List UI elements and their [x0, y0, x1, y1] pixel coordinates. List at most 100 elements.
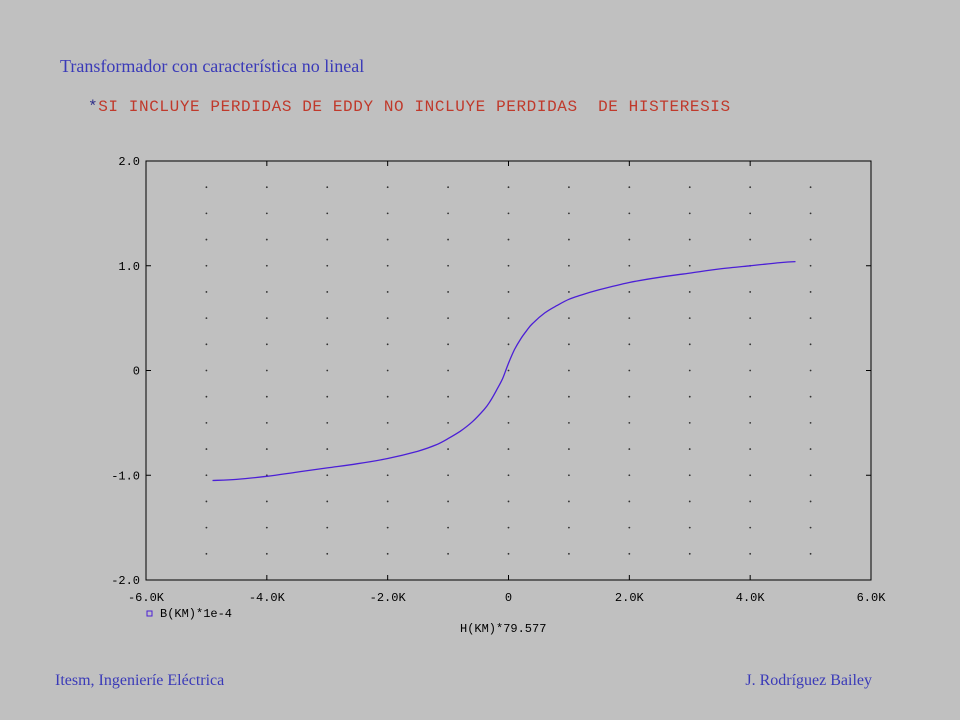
grid-dot: [205, 369, 208, 372]
grid-dot: [688, 500, 691, 503]
grid-dot: [749, 343, 752, 346]
x-axis: -6.0K -4.0K -2.0K 0 2.0K 4.0K 6.0K: [128, 161, 886, 605]
grid-dot: [326, 421, 329, 424]
x-tick-label: 4.0K: [736, 591, 766, 605]
grid-dot: [749, 448, 752, 450]
grid-dot: [749, 421, 752, 424]
grid-dot: [809, 526, 812, 529]
grid-dot: [688, 369, 691, 372]
y-tick-label: 1.0: [118, 260, 140, 274]
grid-dot: [386, 238, 389, 241]
grid-dot: [265, 369, 268, 372]
grid-dot: [628, 526, 631, 529]
grid-dot: [749, 212, 752, 215]
grid-dot: [809, 317, 812, 320]
grid-dot: [507, 395, 510, 398]
chart-title: Transformador con característica no line…: [60, 56, 365, 76]
grid-dot: [628, 317, 631, 320]
grid-dot: [265, 500, 268, 503]
grid-dot: [749, 238, 752, 241]
y-tick-label: -2.0: [111, 574, 140, 588]
grid-dot: [265, 421, 268, 424]
grid-dot: [386, 186, 389, 189]
grid-dot: [386, 317, 389, 320]
grid-dot: [507, 343, 510, 346]
grid-dot: [265, 526, 268, 529]
grid-dot: [447, 317, 449, 320]
grid-dot: [265, 291, 268, 293]
grid-dot: [809, 500, 812, 503]
grid-dot: [507, 212, 510, 215]
grid-dot: [749, 186, 752, 189]
grid-dot: [326, 186, 329, 189]
subtitle-text: SI INCLUYE PERDIDAS DE EDDY NO INCLUYE P…: [98, 98, 731, 116]
grid-dot: [205, 421, 208, 424]
grid-dot: [447, 291, 449, 293]
grid-dot: [386, 264, 389, 267]
grid-dot: [628, 474, 631, 477]
grid-dot: [688, 474, 691, 477]
grid-dot: [205, 448, 208, 450]
grid-dot: [265, 186, 268, 189]
grid-dot: [265, 552, 268, 555]
grid-dot: [809, 369, 812, 372]
grid-dot: [809, 264, 812, 267]
grid-dot: [507, 369, 510, 372]
grid-dot: [628, 291, 631, 293]
grid-dot: [628, 552, 631, 555]
legend-label: B(KM)*1e-4: [160, 607, 232, 621]
grid-dot: [386, 552, 389, 555]
grid-dot: [447, 212, 449, 215]
grid-dot: [688, 526, 691, 529]
grid-dot: [809, 212, 812, 215]
grid-dot: [628, 421, 631, 424]
grid-dot: [386, 448, 389, 450]
grid-dot: [265, 238, 268, 241]
grid-dot: [688, 552, 691, 555]
grid-dot: [326, 448, 329, 450]
grid-dot: [568, 500, 570, 503]
x-tick-label: -2.0K: [370, 591, 407, 605]
grid-dot: [568, 212, 570, 215]
grid-dot: [205, 264, 208, 267]
footer-author: J. Rodríguez Bailey: [745, 672, 872, 689]
grid-dot: [447, 448, 449, 450]
grid-dot: [326, 369, 329, 372]
grid-dot: [688, 291, 691, 293]
grid-dot: [326, 343, 329, 346]
grid-dot: [205, 474, 208, 477]
grid-dot: [688, 317, 691, 320]
grid-dot: [688, 264, 691, 267]
grid-dot: [447, 395, 449, 398]
grid-dot: [205, 526, 208, 529]
grid-dot: [568, 343, 570, 346]
grid-dot: [447, 264, 449, 267]
grid-dot: [628, 264, 631, 267]
grid-dot: [749, 474, 752, 477]
grid-dot: [628, 395, 631, 398]
grid-dot: [568, 552, 570, 555]
grid-dot: [749, 291, 752, 293]
grid-dot: [386, 474, 389, 477]
grid-dot: [628, 343, 631, 346]
grid-dot: [386, 526, 389, 529]
grid-dot: [749, 395, 752, 398]
grid-dot: [688, 343, 691, 346]
grid-dot: [688, 186, 691, 189]
grid-dot: [447, 369, 449, 372]
x-axis-label: H(KM)*79.577: [460, 622, 546, 636]
subtitle-star: *: [88, 98, 99, 116]
grid-dot: [688, 448, 691, 450]
grid-dot: [568, 421, 570, 424]
grid-dot: [265, 317, 268, 320]
grid-dots: [205, 186, 812, 555]
grid-dot: [749, 500, 752, 503]
series-line-b-km: [212, 260, 796, 482]
grid-dot: [568, 291, 570, 293]
grid-dot: [326, 317, 329, 320]
grid-dot: [326, 212, 329, 215]
grid-dot: [507, 474, 510, 477]
grid-dot: [205, 212, 208, 215]
footer-institution: Itesm, Ingenieríe Eléctrica: [55, 672, 225, 689]
grid-dot: [447, 552, 449, 555]
